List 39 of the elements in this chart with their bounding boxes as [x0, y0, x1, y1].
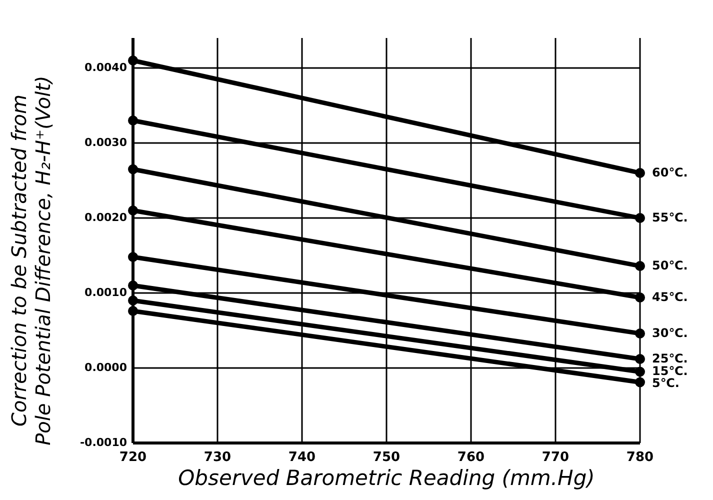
y-tick-label: 0.0040	[84, 61, 128, 74]
point	[128, 116, 138, 126]
series-label: 50℃.	[652, 258, 688, 272]
y-axis-title: Correction to be Subtracted from Pole Potential Difference, H₂-H⁺(Volt)	[7, 76, 55, 446]
x-tick-label: 780	[626, 450, 654, 465]
x-tick-label: 750	[372, 450, 400, 465]
series-label: 5℃.	[652, 376, 680, 390]
y-tick-label: 0.0020	[84, 211, 128, 224]
point	[635, 328, 645, 338]
series-label: 60℃.	[652, 165, 688, 180]
point	[635, 213, 645, 223]
point	[635, 366, 645, 377]
y-tick-label: 0.0030	[84, 136, 128, 150]
point	[128, 306, 138, 316]
y-tick-label: 0.0010	[84, 286, 128, 300]
point	[128, 280, 138, 290]
point	[128, 164, 138, 174]
point	[128, 296, 138, 306]
point	[128, 56, 138, 66]
y-tick-label: 0.0000	[84, 361, 128, 374]
x-tick-label: 730	[204, 450, 232, 465]
x-tick-label: 720	[119, 450, 147, 465]
x-axis-title: Observed Barometric Reading (mm.Hg)	[178, 466, 595, 490]
series-label: 15℃.	[652, 364, 688, 378]
point	[128, 206, 138, 216]
point	[635, 168, 645, 178]
point	[635, 292, 645, 302]
point	[635, 377, 645, 388]
series-label: 45℃.	[652, 290, 688, 304]
x-tick-label: 770	[542, 450, 570, 465]
point	[635, 354, 645, 364]
series-label: 55℃.	[652, 210, 688, 224]
x-tick-label: 760	[457, 450, 485, 465]
y-tick-label: -0.0010	[80, 436, 128, 450]
series-label: 30℃.	[652, 326, 688, 340]
series-label: 25℃.	[652, 351, 688, 366]
point	[635, 261, 645, 271]
x-tick-label: 740	[288, 450, 316, 465]
point	[128, 252, 138, 262]
